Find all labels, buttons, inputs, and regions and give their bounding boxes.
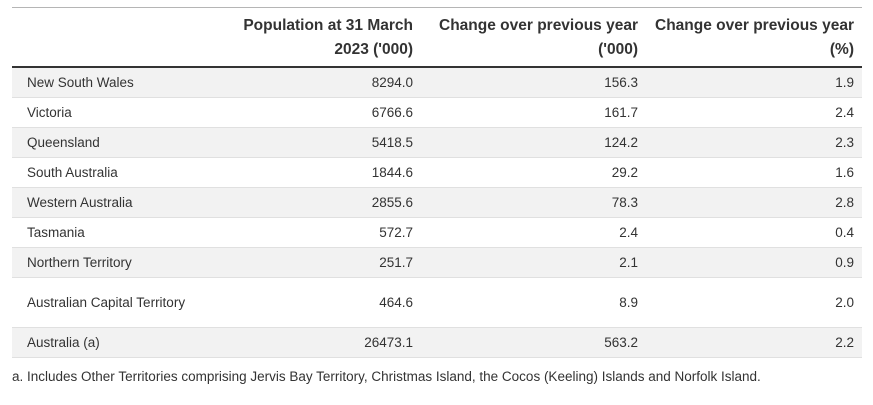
footnote: a. Includes Other Territories comprising… [12,369,761,384]
change-percent-cell: 1.6 [646,157,862,188]
table-header-row: Population at 31 March 2023 ('000) Chang… [12,7,862,68]
change-thousands-cell: 2.4 [421,217,646,248]
row-label: Australia (a) [12,327,211,358]
header-change-thousands: Change over previous year ('000) [439,17,638,58]
row-label: Tasmania [12,217,211,248]
table-row: Western Australia 2855.6 78.3 2.8 [12,187,862,218]
header-change-percent: Change over previous year (%) [655,17,854,58]
row-label: South Australia [12,157,211,188]
change-thousands-cell: 124.2 [421,127,646,158]
change-percent-cell: 2.4 [646,97,862,128]
row-label: Queensland [12,127,211,158]
table-row-total: Australia (a) 26473.1 563.2 2.2 [12,327,862,358]
change-thousands-cell: 161.7 [421,97,646,128]
population-cell: 26473.1 [211,327,421,358]
change-thousands-cell: 8.9 [421,277,646,328]
change-thousands-cell: 563.2 [421,327,646,358]
change-percent-cell: 2.0 [646,277,862,328]
row-label: New South Wales [12,67,211,98]
change-thousands-cell: 29.2 [421,157,646,188]
population-cell: 1844.6 [211,157,421,188]
change-percent-cell: 1.9 [646,67,862,98]
population-cell: 464.6 [211,277,421,328]
change-percent-cell: 2.3 [646,127,862,158]
population-cell: 5418.5 [211,127,421,158]
population-cell: 251.7 [211,247,421,278]
change-percent-cell: 0.4 [646,217,862,248]
change-thousands-cell: 78.3 [421,187,646,218]
change-percent-cell: 2.8 [646,187,862,218]
population-table: Population at 31 March 2023 ('000) Chang… [12,7,862,358]
table-row: Northern Territory 251.7 2.1 0.9 [12,247,862,278]
table-row: Australian Capital Territory 464.6 8.9 2… [12,277,862,328]
change-percent-cell: 2.2 [646,327,862,358]
header-state [12,8,211,68]
population-cell: 2855.6 [211,187,421,218]
header-population: Population at 31 March 2023 ('000) [243,17,413,58]
population-cell: 6766.6 [211,97,421,128]
change-percent-cell: 0.9 [646,247,862,278]
row-label: Victoria [12,97,211,128]
population-table-container: Population at 31 March 2023 ('000) Chang… [12,7,862,358]
table-row: New South Wales 8294.0 156.3 1.9 [12,67,862,98]
change-thousands-cell: 156.3 [421,67,646,98]
row-label: Australian Capital Territory [12,277,211,328]
table-row: Victoria 6766.6 161.7 2.4 [12,97,862,128]
table-row: Queensland 5418.5 124.2 2.3 [12,127,862,158]
table-row: South Australia 1844.6 29.2 1.6 [12,157,862,188]
population-cell: 8294.0 [211,67,421,98]
table-row: Tasmania 572.7 2.4 0.4 [12,217,862,248]
population-cell: 572.7 [211,217,421,248]
row-label: Northern Territory [12,247,211,278]
change-thousands-cell: 2.1 [421,247,646,278]
row-label: Western Australia [12,187,211,218]
